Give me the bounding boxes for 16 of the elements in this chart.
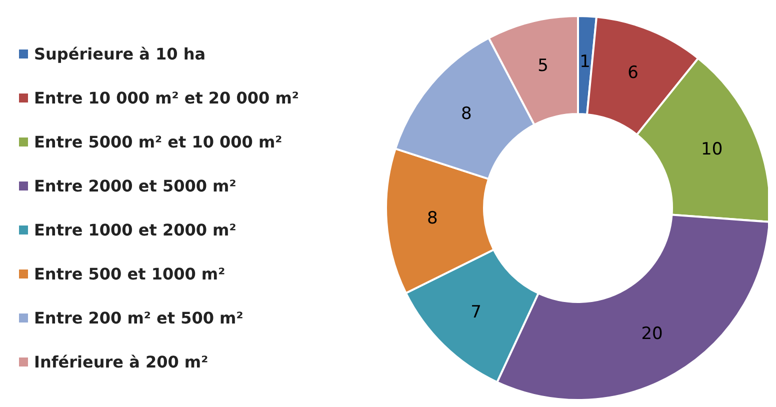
data-label: 8 <box>426 208 438 229</box>
legend-label: Entre 5000 m² et 10 000 m² <box>34 132 282 152</box>
data-label: 20 <box>641 324 663 344</box>
data-label: 6 <box>628 62 638 83</box>
data-label: 1 <box>580 52 590 72</box>
data-label: 10 <box>701 140 723 160</box>
legend-label: Entre 500 et 1000 m² <box>34 264 226 284</box>
data-label: 8 <box>460 104 472 124</box>
legend-label: Entre 200 m² et 500 m² <box>34 308 244 328</box>
legend-label: Entre 1000 et 2000 m² <box>34 220 236 240</box>
legend-label: Inférieure à 200 m² <box>34 352 208 372</box>
legend-label: Supérieure à 10 ha <box>34 44 206 64</box>
legend-label: Entre 2000 et 5000 m² <box>34 176 236 196</box>
data-label: 5 <box>538 56 548 76</box>
data-label: 7 <box>470 302 482 322</box>
legend-label: Entre 10 000 m² et 20 000 m² <box>34 88 299 108</box>
